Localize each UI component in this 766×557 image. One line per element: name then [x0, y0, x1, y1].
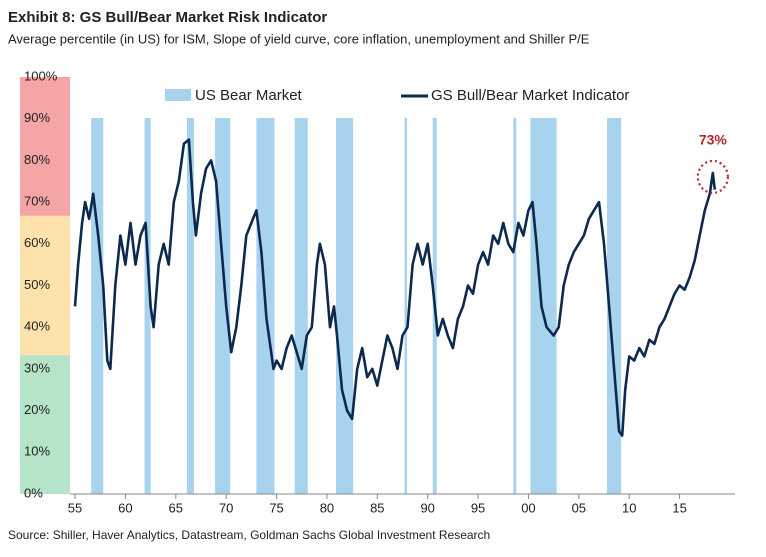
legend-swatch — [165, 89, 191, 101]
y-tick-label: 40% — [24, 319, 50, 334]
x-tick-label: 55 — [68, 500, 82, 515]
y-tick-label: 10% — [24, 444, 50, 459]
x-tick-label: 90 — [420, 500, 434, 515]
risk-zone — [20, 215, 70, 356]
highlight-circle — [696, 159, 729, 195]
x-tick-label: 15 — [672, 500, 686, 515]
y-tick-label: 30% — [24, 360, 50, 375]
y-tick-label: 0% — [24, 485, 43, 500]
x-tick-label: 95 — [471, 500, 485, 515]
risk-zone — [20, 77, 70, 216]
bear-market-band — [530, 118, 557, 494]
y-tick-label: 80% — [24, 152, 50, 167]
bear-market-band — [215, 118, 231, 494]
x-tick-label: 75 — [269, 500, 283, 515]
y-tick-label: 100% — [24, 68, 58, 83]
indicator-line — [73, 138, 717, 437]
legend-label: US Bear Market — [195, 87, 303, 104]
chart-title: Exhibit 8: GS Bull/Bear Market Risk Indi… — [8, 9, 327, 26]
x-tick-label: 65 — [169, 500, 183, 515]
chart-subtitle: Average percentile (in US) for ISM, Slop… — [8, 31, 590, 46]
risk-zone — [20, 355, 70, 494]
bear-market-band — [186, 118, 194, 494]
y-tick-label: 50% — [24, 277, 50, 292]
x-tick-label: 85 — [370, 500, 384, 515]
bear-market-band — [336, 118, 354, 494]
y-tick-label: 20% — [24, 402, 50, 417]
x-tick-label: 10 — [622, 500, 636, 515]
legend-label: GS Bull/Bear Market Indicator — [431, 87, 629, 104]
bear-market-band — [144, 118, 151, 494]
y-tick-label: 60% — [24, 235, 50, 250]
bear-market-band — [294, 118, 308, 494]
x-tick-label: 05 — [572, 500, 586, 515]
x-tick-label: 70 — [219, 500, 233, 515]
bear-market-band — [404, 118, 408, 494]
y-tick-label: 90% — [24, 110, 50, 125]
x-tick-label: 00 — [521, 500, 535, 515]
x-tick-label: 60 — [118, 500, 132, 515]
bear-market-band — [513, 118, 517, 494]
bear-market-band — [91, 118, 104, 494]
y-tick-label: 70% — [24, 194, 50, 209]
source: Source: Shiller, Haver Analytics, Datast… — [8, 528, 490, 542]
x-tick-label: 80 — [320, 500, 334, 515]
annotation: 73% — [699, 132, 728, 148]
